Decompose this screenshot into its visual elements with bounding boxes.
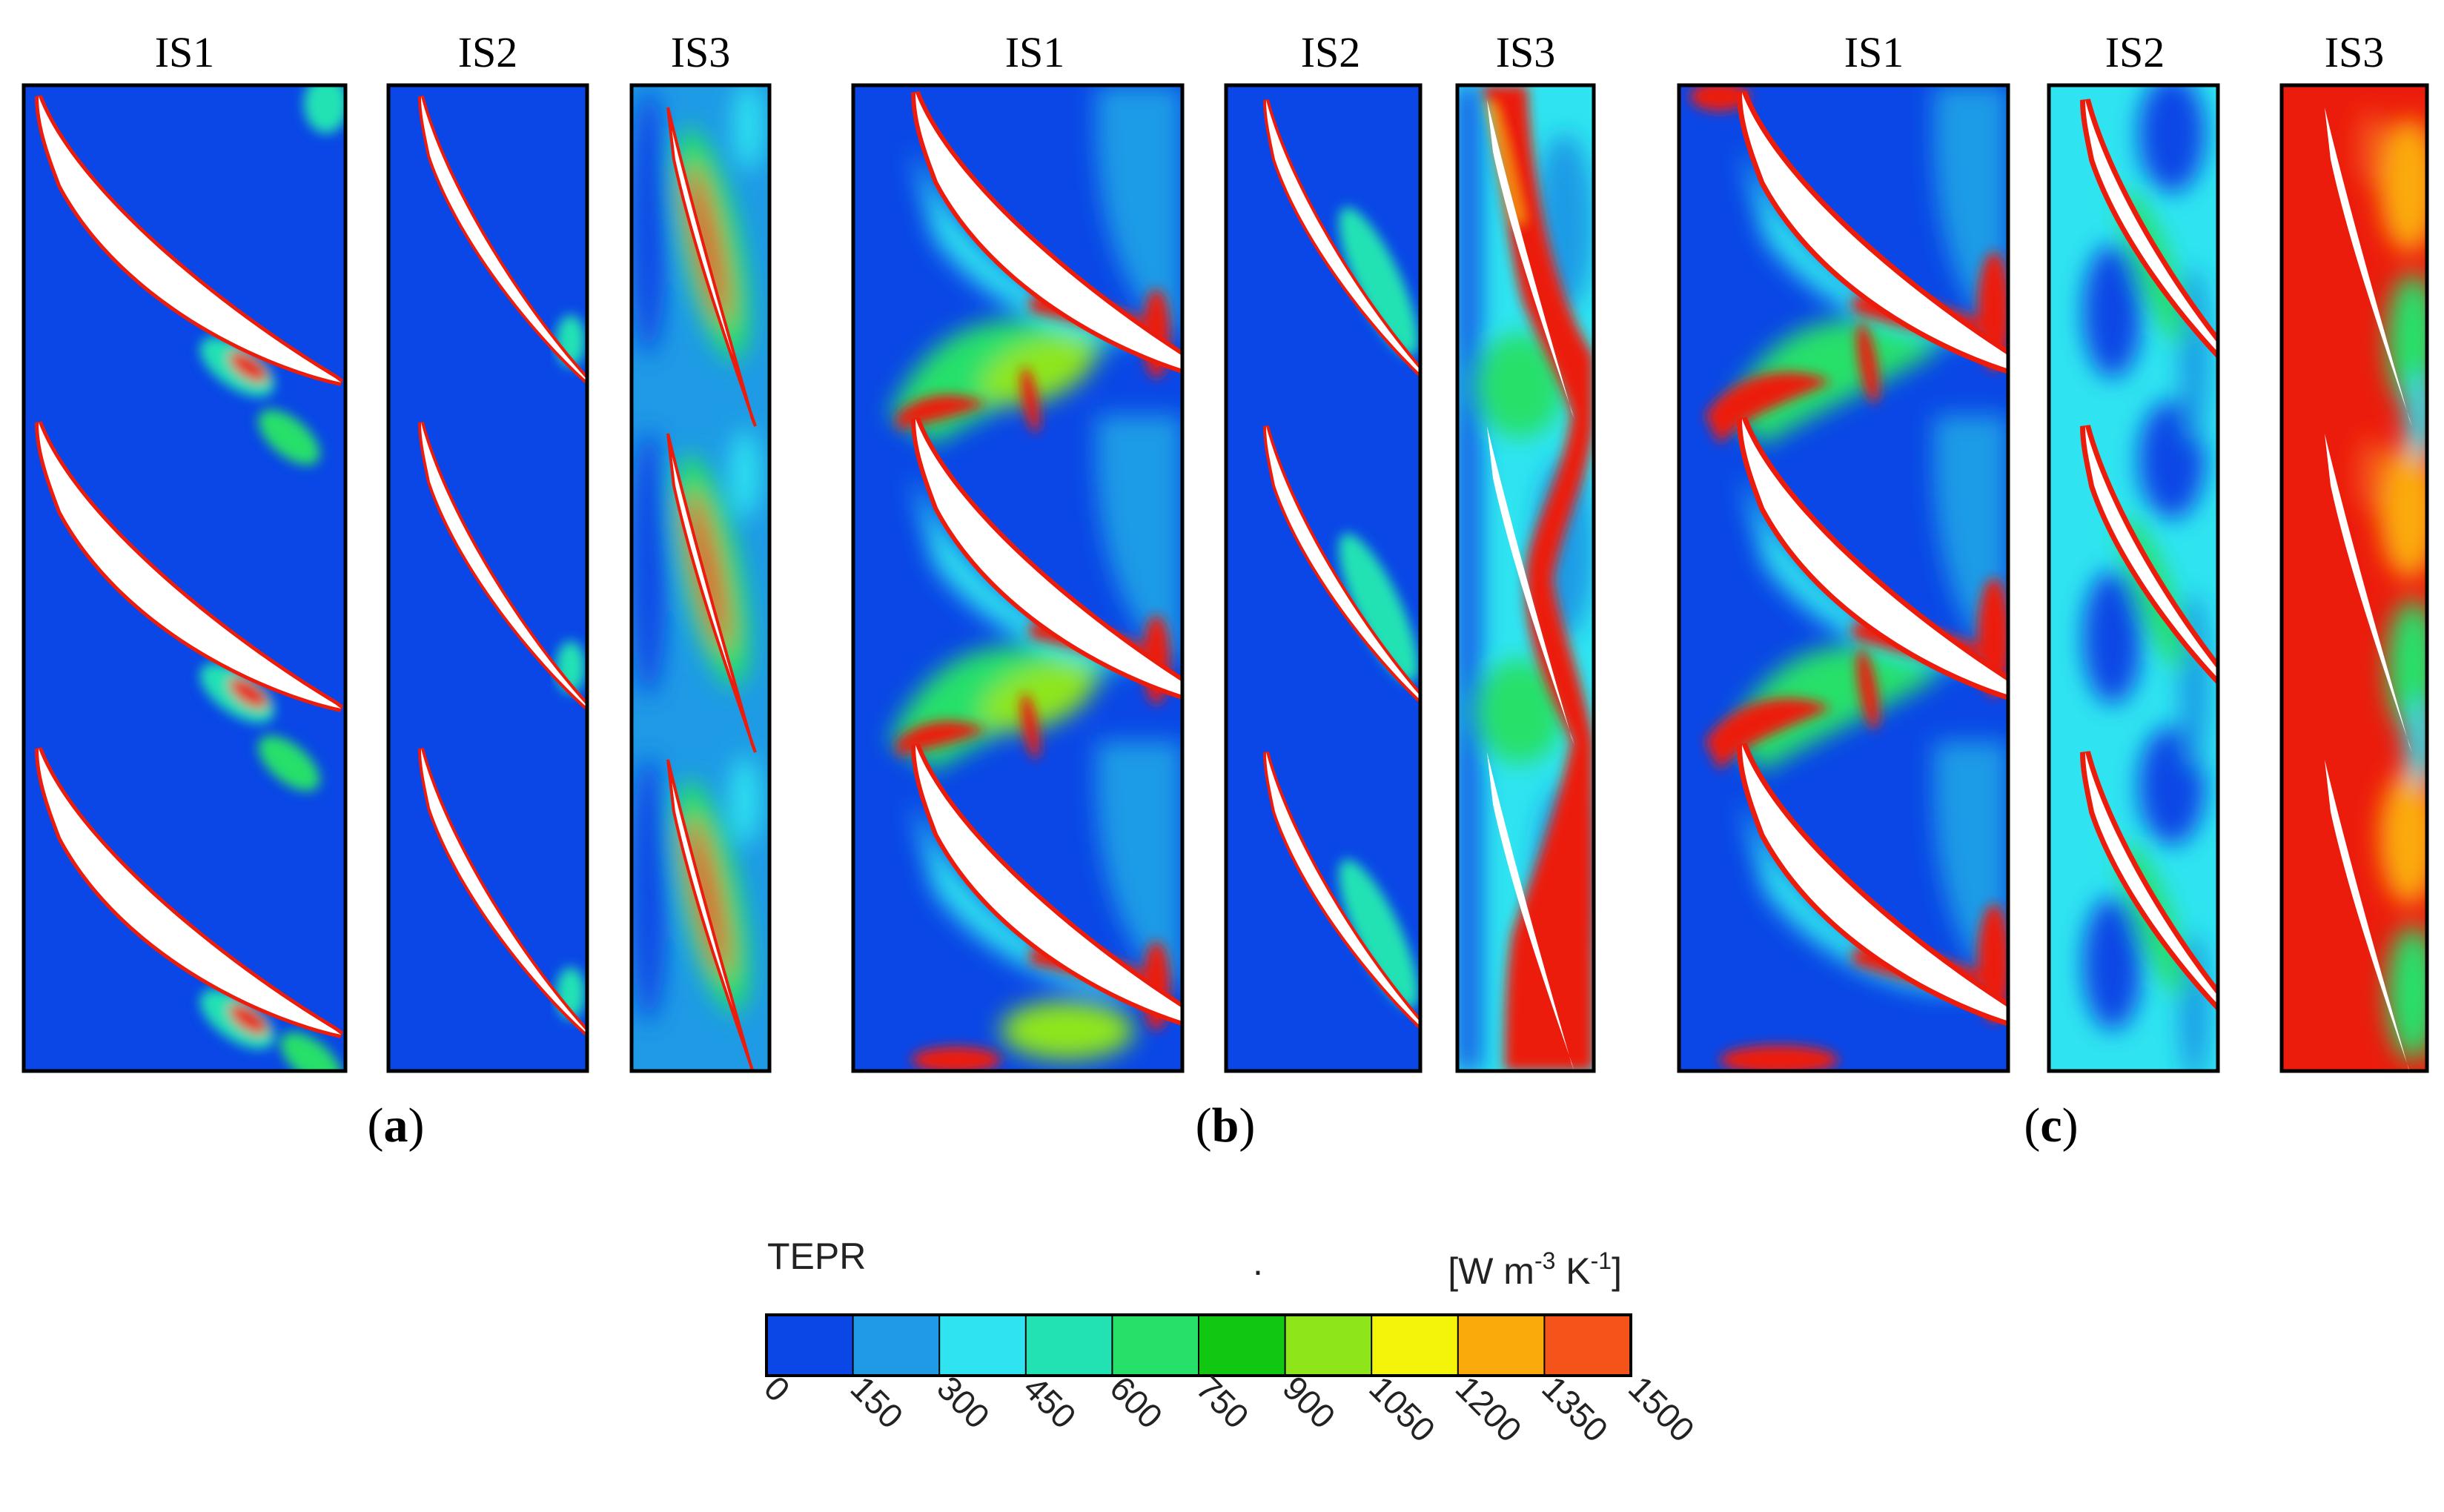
colorbar-tick-label: 1200 xyxy=(1448,1368,1529,1449)
case-c-is3-panel xyxy=(2279,83,2429,1073)
colorbar-swatch xyxy=(1457,1315,1545,1376)
stage-title-c-is2: IS2 xyxy=(2105,28,2165,76)
colorbar-swatch xyxy=(1285,1315,1372,1376)
colorbar: TEPR . [W m-3 K-1] 0 150 300 450 600 750 900 10… xyxy=(757,1236,1702,1449)
colorbar-swatch xyxy=(1025,1315,1113,1376)
stage-title-b-is2: IS2 xyxy=(1301,28,1361,76)
colorbar-swatch xyxy=(1371,1315,1459,1376)
case-c-is1-panel xyxy=(1677,83,2010,1073)
colorbar-tick-label: 300 xyxy=(930,1368,997,1436)
case-label-c: (c) xyxy=(2024,1098,2078,1153)
case-a-is2-panel xyxy=(386,83,589,1073)
case-b-is3-panel xyxy=(1455,83,1596,1073)
case-b-is2-panel xyxy=(1224,83,1423,1073)
case-a-is1-panel xyxy=(21,83,348,1073)
colorbar-unit: [W m-3 K-1] xyxy=(1448,1247,1622,1292)
colorbar-swatches xyxy=(766,1315,1632,1376)
stage-title-b-is3: IS3 xyxy=(1496,28,1556,76)
colorbar-tick-label: 1500 xyxy=(1621,1368,1702,1449)
colorbar-tick-label: 450 xyxy=(1016,1368,1084,1436)
stage-title-b-is1: IS1 xyxy=(1005,28,1065,76)
stage-title-a-is1: IS1 xyxy=(155,28,215,76)
colorbar-tick-label: 600 xyxy=(1102,1368,1170,1436)
colorbar-tick-label: 1350 xyxy=(1534,1368,1615,1449)
case-b-is1-panel xyxy=(851,83,1185,1073)
colorbar-tick-label: 150 xyxy=(844,1368,911,1436)
colorbar-swatch xyxy=(1544,1315,1632,1376)
colorbar-swatch xyxy=(939,1315,1027,1376)
case-a-is3-panel xyxy=(629,83,772,1073)
colorbar-swatch xyxy=(852,1315,940,1376)
case-label-a: (a) xyxy=(368,1098,425,1153)
colorbar-dot: . xyxy=(1253,1241,1263,1283)
stage-title-a-is3: IS3 xyxy=(671,28,731,76)
colorbar-swatch xyxy=(766,1315,854,1376)
colorbar-tick-label: 900 xyxy=(1276,1368,1343,1436)
colorbar-title: TEPR xyxy=(767,1236,866,1277)
stage-title-c-is1: IS1 xyxy=(1844,28,1904,76)
case-label-b: (b) xyxy=(1196,1098,1256,1153)
stage-title-c-is3: IS3 xyxy=(2325,28,2385,76)
colorbar-tick-label: 750 xyxy=(1189,1368,1256,1436)
colorbar-swatch xyxy=(1112,1315,1199,1376)
colorbar-swatch xyxy=(1199,1315,1286,1376)
case-c-is2-panel xyxy=(2047,83,2220,1073)
stage-title-a-is2: IS2 xyxy=(458,28,518,76)
colorbar-tick-label: 1050 xyxy=(1362,1368,1443,1449)
stage-titles: IS1 IS2 IS3 IS1 IS2 IS3 IS1 IS2 IS3 xyxy=(155,28,2385,76)
